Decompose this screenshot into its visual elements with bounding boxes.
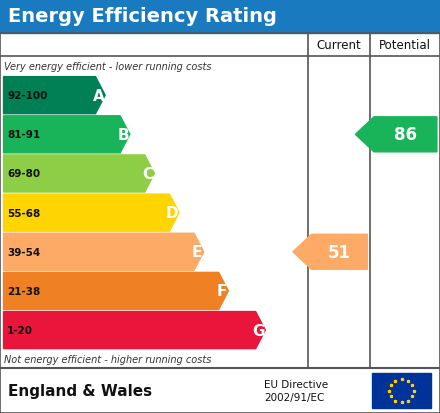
Text: E: E [192,244,202,260]
Text: Potential: Potential [379,39,431,52]
Polygon shape [4,234,204,271]
Text: Very energy efficient - lower running costs: Very energy efficient - lower running co… [4,62,212,71]
Text: 69-80: 69-80 [7,169,40,179]
Polygon shape [293,235,367,270]
Text: 21-38: 21-38 [7,286,40,296]
Polygon shape [4,195,179,232]
Text: B: B [117,128,129,142]
Polygon shape [4,78,105,114]
Text: Energy Efficiency Rating: Energy Efficiency Rating [8,7,277,26]
Text: F: F [216,284,227,299]
Text: 1-20: 1-20 [7,325,33,335]
Text: 92-100: 92-100 [7,91,48,101]
Polygon shape [4,273,228,310]
Text: C: C [142,166,153,182]
Polygon shape [356,118,437,152]
Polygon shape [4,156,154,192]
Text: England & Wales: England & Wales [8,383,152,398]
Text: 39-54: 39-54 [7,247,40,257]
Bar [0,34,440,368]
Text: Current: Current [317,39,362,52]
Bar [372,373,431,408]
Text: G: G [252,323,265,338]
Text: A: A [92,88,104,103]
Text: 86: 86 [394,126,417,144]
Bar [0,368,440,413]
Polygon shape [4,116,130,154]
Polygon shape [4,312,265,349]
Text: 51: 51 [328,243,351,261]
Text: D: D [166,206,179,221]
Text: 81-91: 81-91 [7,130,40,140]
Bar [0,0,440,34]
Text: 55-68: 55-68 [7,208,40,218]
Text: Not energy efficient - higher running costs: Not energy efficient - higher running co… [4,354,212,364]
Text: EU Directive
2002/91/EC: EU Directive 2002/91/EC [264,379,328,402]
